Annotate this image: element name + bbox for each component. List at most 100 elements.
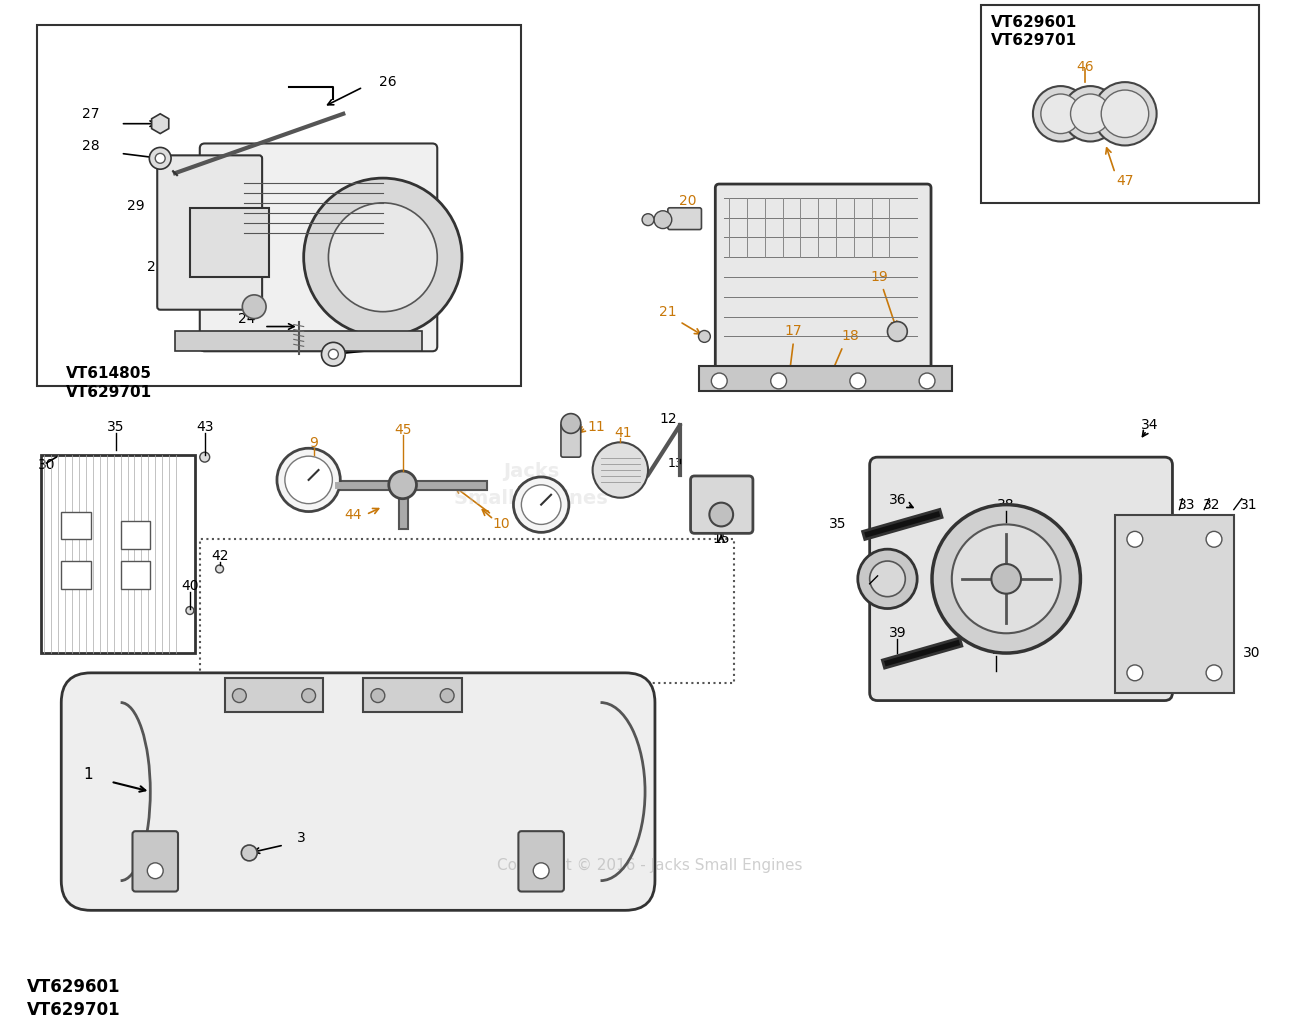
Circle shape xyxy=(1127,665,1143,681)
Text: 21: 21 xyxy=(659,304,676,319)
Text: 37: 37 xyxy=(859,577,876,591)
Circle shape xyxy=(870,561,905,596)
Bar xyxy=(982,5,1258,203)
Circle shape xyxy=(1101,90,1149,138)
Text: 30: 30 xyxy=(38,458,55,472)
Circle shape xyxy=(216,565,224,573)
Text: 32: 32 xyxy=(1204,498,1221,512)
Text: 45: 45 xyxy=(394,424,411,438)
Text: 9: 9 xyxy=(309,436,318,450)
Text: 1: 1 xyxy=(83,767,92,782)
Circle shape xyxy=(329,203,437,311)
Circle shape xyxy=(155,153,165,163)
Circle shape xyxy=(533,862,549,879)
Text: 27: 27 xyxy=(82,107,100,121)
Circle shape xyxy=(370,689,385,702)
Text: 35: 35 xyxy=(107,420,125,435)
FancyBboxPatch shape xyxy=(61,673,655,911)
FancyBboxPatch shape xyxy=(519,832,564,891)
Circle shape xyxy=(285,456,333,504)
FancyBboxPatch shape xyxy=(157,155,263,309)
Circle shape xyxy=(514,477,569,533)
Circle shape xyxy=(277,448,341,512)
Bar xyxy=(363,677,462,712)
Circle shape xyxy=(186,607,194,615)
Text: 18: 18 xyxy=(841,329,859,343)
FancyBboxPatch shape xyxy=(190,208,269,278)
FancyBboxPatch shape xyxy=(690,476,753,534)
Circle shape xyxy=(233,689,246,702)
Circle shape xyxy=(1206,665,1222,681)
Text: 26: 26 xyxy=(380,75,396,89)
Text: 12: 12 xyxy=(659,411,676,426)
Text: VT629601
VT629701: VT629601 VT629701 xyxy=(26,978,120,1019)
Bar xyxy=(699,366,952,391)
Text: 29: 29 xyxy=(126,198,144,213)
Circle shape xyxy=(850,373,866,389)
Text: 15: 15 xyxy=(712,533,731,546)
FancyBboxPatch shape xyxy=(133,832,178,891)
Text: 30: 30 xyxy=(1243,646,1261,660)
Circle shape xyxy=(389,471,416,499)
Bar xyxy=(1115,515,1234,693)
Bar xyxy=(42,455,195,653)
Circle shape xyxy=(200,452,209,463)
Text: 3: 3 xyxy=(298,831,305,845)
Text: 41: 41 xyxy=(615,427,632,440)
Text: 39: 39 xyxy=(889,626,906,640)
Text: VT614805
VT629701: VT614805 VT629701 xyxy=(66,366,152,400)
Circle shape xyxy=(858,549,918,609)
Bar xyxy=(200,540,734,683)
Circle shape xyxy=(698,330,710,342)
Text: 47: 47 xyxy=(1117,174,1134,188)
Text: 17: 17 xyxy=(785,325,802,338)
Text: 31: 31 xyxy=(1240,498,1257,512)
Circle shape xyxy=(1041,94,1080,134)
Circle shape xyxy=(304,178,462,336)
Text: 10: 10 xyxy=(493,517,511,531)
Text: Copyright © 2016 - Jacks Small Engines: Copyright © 2016 - Jacks Small Engines xyxy=(497,858,802,874)
Text: 40: 40 xyxy=(181,579,199,593)
Text: 16: 16 xyxy=(524,491,539,504)
Text: 24: 24 xyxy=(238,311,255,326)
Text: 11: 11 xyxy=(588,420,606,435)
FancyBboxPatch shape xyxy=(668,208,702,229)
Circle shape xyxy=(302,689,316,702)
Circle shape xyxy=(711,373,727,389)
FancyBboxPatch shape xyxy=(200,144,437,352)
FancyBboxPatch shape xyxy=(870,457,1173,700)
Text: Jacks
Small Engines: Jacks Small Engines xyxy=(455,463,608,508)
FancyBboxPatch shape xyxy=(715,184,931,390)
Circle shape xyxy=(771,373,786,389)
Text: 20: 20 xyxy=(679,194,697,208)
Circle shape xyxy=(441,689,454,702)
FancyBboxPatch shape xyxy=(560,424,581,457)
Bar xyxy=(36,25,521,386)
Circle shape xyxy=(919,373,935,389)
Circle shape xyxy=(992,564,1020,594)
Text: 35: 35 xyxy=(829,517,846,531)
Text: 14: 14 xyxy=(516,485,532,499)
Circle shape xyxy=(888,322,907,341)
Text: 34: 34 xyxy=(1141,418,1158,433)
Circle shape xyxy=(1034,86,1088,142)
Text: 40: 40 xyxy=(988,644,1005,657)
Bar xyxy=(61,512,91,540)
Circle shape xyxy=(329,350,338,359)
Circle shape xyxy=(952,524,1061,633)
Circle shape xyxy=(242,845,257,860)
Circle shape xyxy=(1127,531,1143,547)
Circle shape xyxy=(654,211,672,228)
Text: 42: 42 xyxy=(211,549,229,563)
Circle shape xyxy=(710,503,733,526)
Circle shape xyxy=(521,485,560,524)
Circle shape xyxy=(593,442,647,498)
Circle shape xyxy=(642,214,654,225)
Text: 38: 38 xyxy=(997,498,1015,512)
Circle shape xyxy=(242,295,266,319)
Text: 46: 46 xyxy=(1076,61,1095,74)
Bar xyxy=(61,561,91,589)
Text: 43: 43 xyxy=(196,420,213,435)
Circle shape xyxy=(1062,86,1118,142)
Circle shape xyxy=(1206,531,1222,547)
